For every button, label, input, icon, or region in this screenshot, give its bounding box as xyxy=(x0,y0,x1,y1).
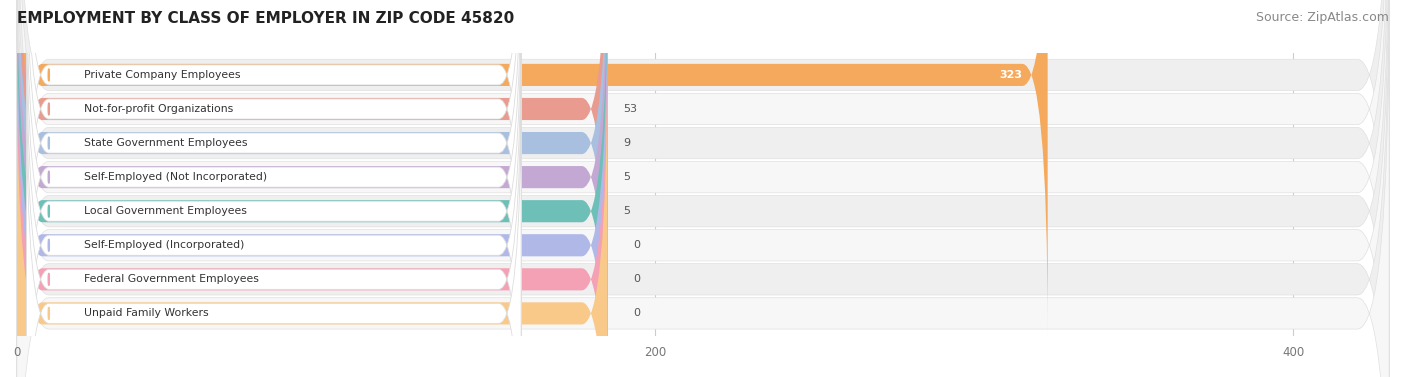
FancyBboxPatch shape xyxy=(27,0,522,371)
Text: Unpaid Family Workers: Unpaid Family Workers xyxy=(84,308,208,319)
FancyBboxPatch shape xyxy=(17,0,1389,377)
Text: 0: 0 xyxy=(633,308,640,319)
FancyBboxPatch shape xyxy=(17,0,1389,377)
Text: 0: 0 xyxy=(633,240,640,250)
FancyBboxPatch shape xyxy=(17,0,1389,377)
Text: Federal Government Employees: Federal Government Employees xyxy=(84,274,259,284)
Text: 9: 9 xyxy=(623,138,630,148)
FancyBboxPatch shape xyxy=(27,51,522,377)
FancyBboxPatch shape xyxy=(17,18,607,377)
Text: Source: ZipAtlas.com: Source: ZipAtlas.com xyxy=(1256,11,1389,24)
FancyBboxPatch shape xyxy=(27,85,522,377)
Text: 53: 53 xyxy=(623,104,637,114)
Text: Self-Employed (Incorporated): Self-Employed (Incorporated) xyxy=(84,240,245,250)
FancyBboxPatch shape xyxy=(17,0,607,377)
Text: EMPLOYMENT BY CLASS OF EMPLOYER IN ZIP CODE 45820: EMPLOYMENT BY CLASS OF EMPLOYER IN ZIP C… xyxy=(17,11,515,26)
FancyBboxPatch shape xyxy=(17,0,607,371)
Text: Local Government Employees: Local Government Employees xyxy=(84,206,247,216)
FancyBboxPatch shape xyxy=(17,0,1389,377)
FancyBboxPatch shape xyxy=(17,52,607,377)
FancyBboxPatch shape xyxy=(17,0,607,377)
Text: 323: 323 xyxy=(1000,70,1022,80)
Text: State Government Employees: State Government Employees xyxy=(84,138,247,148)
FancyBboxPatch shape xyxy=(27,0,522,377)
FancyBboxPatch shape xyxy=(17,0,1389,377)
FancyBboxPatch shape xyxy=(17,0,607,377)
FancyBboxPatch shape xyxy=(17,0,1389,377)
FancyBboxPatch shape xyxy=(27,0,522,337)
Text: 0: 0 xyxy=(633,274,640,284)
FancyBboxPatch shape xyxy=(27,0,522,303)
FancyBboxPatch shape xyxy=(27,0,522,377)
FancyBboxPatch shape xyxy=(17,0,1389,377)
FancyBboxPatch shape xyxy=(17,0,607,377)
Text: Self-Employed (Not Incorporated): Self-Employed (Not Incorporated) xyxy=(84,172,267,182)
Text: Not-for-profit Organizations: Not-for-profit Organizations xyxy=(84,104,233,114)
FancyBboxPatch shape xyxy=(17,0,1389,377)
FancyBboxPatch shape xyxy=(27,17,522,377)
Text: 5: 5 xyxy=(623,172,630,182)
FancyBboxPatch shape xyxy=(17,0,1047,336)
Text: Private Company Employees: Private Company Employees xyxy=(84,70,240,80)
Text: 5: 5 xyxy=(623,206,630,216)
